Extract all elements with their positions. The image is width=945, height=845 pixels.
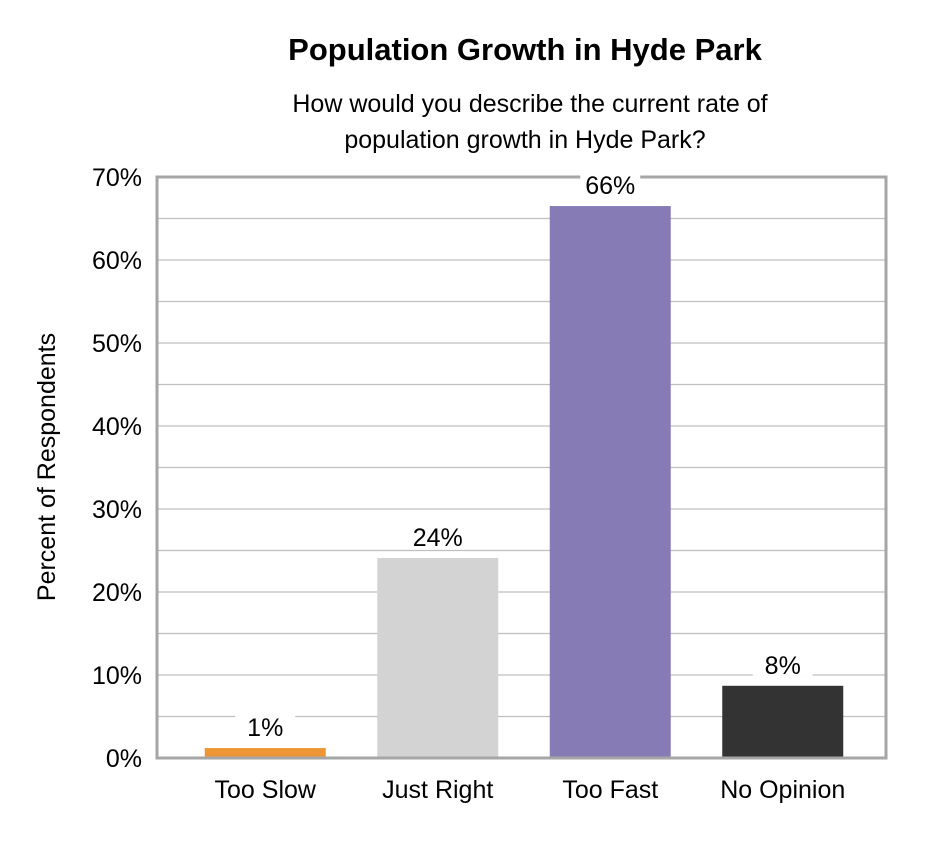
chart-subtitle-line-2: population growth in Hyde Park? xyxy=(344,126,705,154)
y-tick-label: 0% xyxy=(106,745,142,773)
bar-just-right xyxy=(377,557,499,758)
data-label-background xyxy=(407,519,468,548)
y-tick-label: 20% xyxy=(92,579,142,607)
y-tick-label: 60% xyxy=(92,247,142,275)
y-tick-label: 30% xyxy=(92,496,142,524)
bar-too-slow xyxy=(204,748,326,758)
plot-area-border xyxy=(155,175,888,760)
y-tick-label: 40% xyxy=(92,413,142,441)
x-tick-label: Just Right xyxy=(382,776,493,804)
data-label: 24% xyxy=(413,524,463,552)
x-tick-label: No Opinion xyxy=(720,776,845,804)
bar-too-fast xyxy=(549,206,671,759)
y-axis-label: Percent of Respondents xyxy=(33,333,61,601)
y-tick-label: 10% xyxy=(92,662,142,690)
data-label-background xyxy=(580,168,641,197)
data-label: 66% xyxy=(585,172,635,200)
data-label-background xyxy=(235,710,296,739)
bar-no-opinion xyxy=(722,685,844,758)
data-label-background xyxy=(752,647,813,676)
x-tick-label: Too Fast xyxy=(562,776,658,804)
chart-subtitle-line-1: How would you describe the current rate … xyxy=(292,90,767,118)
chart-title: Population Growth in Hyde Park xyxy=(288,32,762,67)
data-label: 8% xyxy=(765,652,801,680)
y-tick-label: 50% xyxy=(92,330,142,358)
data-label: 1% xyxy=(247,714,283,742)
y-tick-label: 70% xyxy=(92,164,142,192)
x-tick-label: Too Slow xyxy=(215,776,317,804)
